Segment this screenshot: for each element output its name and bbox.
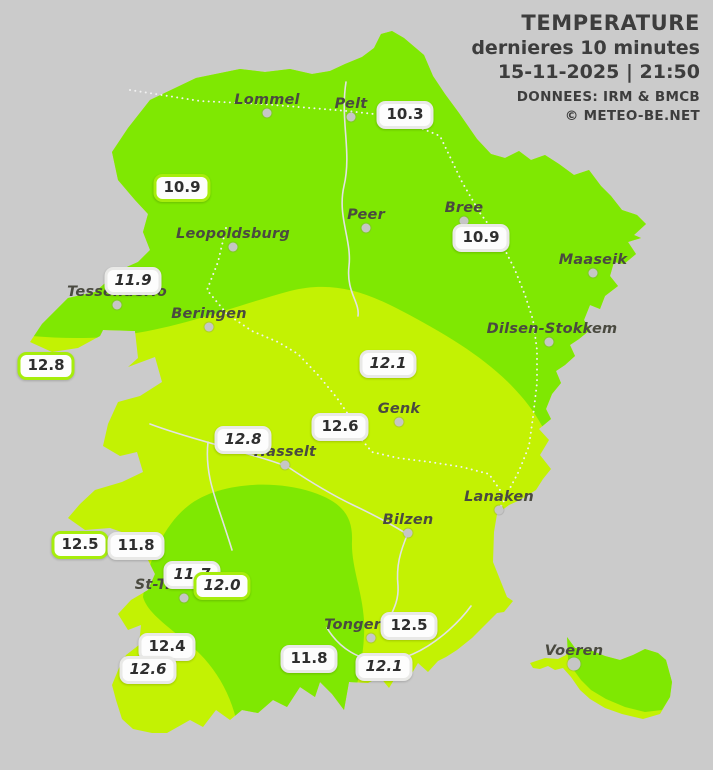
page-subtitle: dernieres 10 minutes [471, 37, 700, 59]
temperature-badge: 12.8 [17, 352, 75, 380]
city-label-lommel: Lommel [234, 92, 300, 108]
city-marker-dot-pelt [346, 112, 356, 122]
city-marker-dot-peer [361, 223, 371, 233]
voeren-cool-zone [567, 637, 672, 712]
temperature-badge: 10.9 [153, 174, 211, 202]
city-marker-dot-bree [459, 216, 469, 226]
temperature-badge: 12.0 [193, 572, 251, 600]
canal-line-north [341, 81, 359, 317]
road-line-hasselt-branch [206, 441, 233, 551]
copyright-label: © METEO-BE.NET [564, 108, 700, 124]
city-label-genk: Genk [377, 401, 421, 417]
temperature-badge: 12.1 [359, 350, 417, 378]
temperature-badge: 12.6 [311, 413, 369, 441]
data-source-label: DONNEES: IRM & BMCB [516, 89, 700, 105]
city-marker-dot-bilzen [403, 528, 413, 538]
boundary-dotted-north [129, 89, 538, 508]
temperature-badge: 11.9 [104, 267, 162, 295]
city-label-dilsen-stokkem: Dilsen-Stokkem [486, 321, 618, 337]
city-marker-dot-maaseik [588, 268, 598, 278]
city-label-leopoldsburg: Leopoldsburg [176, 226, 290, 242]
city-marker-dot-tessenderlo [112, 300, 122, 310]
temperature-badge: 10.3 [376, 101, 434, 129]
south-cool-zone [143, 484, 365, 733]
city-label-beringen: Beringen [171, 306, 247, 322]
city-marker-dot-lommel [262, 108, 272, 118]
temperature-badge: 12.1 [355, 653, 413, 681]
city-marker-dot-genk [394, 417, 404, 427]
city-label-bilzen: Bilzen [382, 512, 434, 528]
temperature-badge: 11.8 [107, 532, 165, 560]
city-marker-dot-beringen [204, 322, 214, 332]
city-label-bree: Bree [444, 200, 484, 216]
city-label-maaseik: Maaseik [558, 252, 628, 268]
city-label-voeren: Voeren [544, 643, 604, 659]
boundary-dotted-west [205, 227, 502, 508]
city-marker-dot-tongeren [366, 633, 376, 643]
temperature-badge: 12.5 [51, 531, 109, 559]
city-marker-dot-hasselt [280, 460, 290, 470]
city-marker-dot-leopoldsburg [228, 242, 238, 252]
temperature-badge: 12.8 [214, 426, 272, 454]
date-time-label: 15-11-2025 | 21:50 [497, 61, 700, 83]
city-marker-dot-st-truiden [179, 593, 189, 603]
city-label-lanaken: Lanaken [464, 489, 534, 505]
temperature-badge: 12.5 [380, 612, 438, 640]
city-label-peer: Peer [347, 207, 385, 223]
city-marker-dot-lanaken [494, 505, 504, 515]
temperature-badge: 12.6 [119, 656, 177, 684]
temperature-badge: 10.9 [452, 224, 510, 252]
map-header: TEMPERATURE dernieres 10 minutes 15-11-2… [471, 10, 700, 126]
temperature-badge: 11.8 [280, 645, 338, 673]
page-title: TEMPERATURE [521, 11, 700, 35]
city-marker-dot-dilsen-stokkem [544, 337, 554, 347]
road-line-tongeren [326, 605, 472, 662]
city-label-pelt: Pelt [334, 96, 368, 112]
city-marker-dot-voeren [567, 657, 581, 671]
